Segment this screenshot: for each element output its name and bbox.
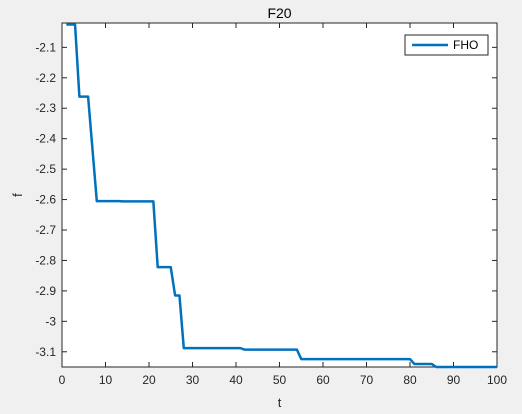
x-tick-label: 20 bbox=[142, 373, 156, 387]
y-tick-label: -2.9 bbox=[35, 284, 56, 298]
y-axis-label: f bbox=[10, 193, 25, 197]
y-tick-label: -2.1 bbox=[35, 40, 56, 54]
x-tick-label: 50 bbox=[273, 373, 287, 387]
x-tick-label: 40 bbox=[229, 373, 243, 387]
y-tick-label: -3 bbox=[45, 314, 56, 328]
y-tick-label: -2.6 bbox=[35, 193, 56, 207]
series-line-fho bbox=[66, 23, 497, 369]
y-tick-label: -2.5 bbox=[35, 162, 56, 176]
chart-title: F20 bbox=[267, 5, 291, 21]
y-tick-label: -3.1 bbox=[35, 345, 56, 359]
legend-label-fho: FHO bbox=[453, 38, 478, 52]
x-axis-ticks: 0 10 20 30 40 50 60 70 80 90 100 bbox=[59, 23, 507, 387]
x-tick-label: 30 bbox=[186, 373, 200, 387]
y-tick-label: -2.3 bbox=[35, 101, 56, 115]
y-tick-label: -2.7 bbox=[35, 223, 56, 237]
x-tick-label: 0 bbox=[59, 373, 66, 387]
x-tick-label: 90 bbox=[447, 373, 461, 387]
legend: FHO bbox=[404, 34, 489, 56]
x-axis-label: t bbox=[278, 395, 282, 410]
y-tick-label: -2.8 bbox=[35, 253, 56, 267]
plot-area bbox=[61, 22, 498, 368]
x-tick-label: 80 bbox=[403, 373, 417, 387]
y-tick-label: -2.2 bbox=[35, 71, 56, 85]
x-tick-label: 60 bbox=[316, 373, 330, 387]
x-tick-label: 70 bbox=[360, 373, 374, 387]
y-tick-label: -2.4 bbox=[35, 132, 56, 146]
y-axis-ticks: -3.1 -3 -2.9 -2.8 -2.7 -2.6 -2.5 -2.4 -2.3 -2.2 -2… bbox=[35, 40, 497, 359]
x-tick-label: 100 bbox=[487, 373, 507, 387]
x-tick-label: 10 bbox=[99, 373, 113, 387]
